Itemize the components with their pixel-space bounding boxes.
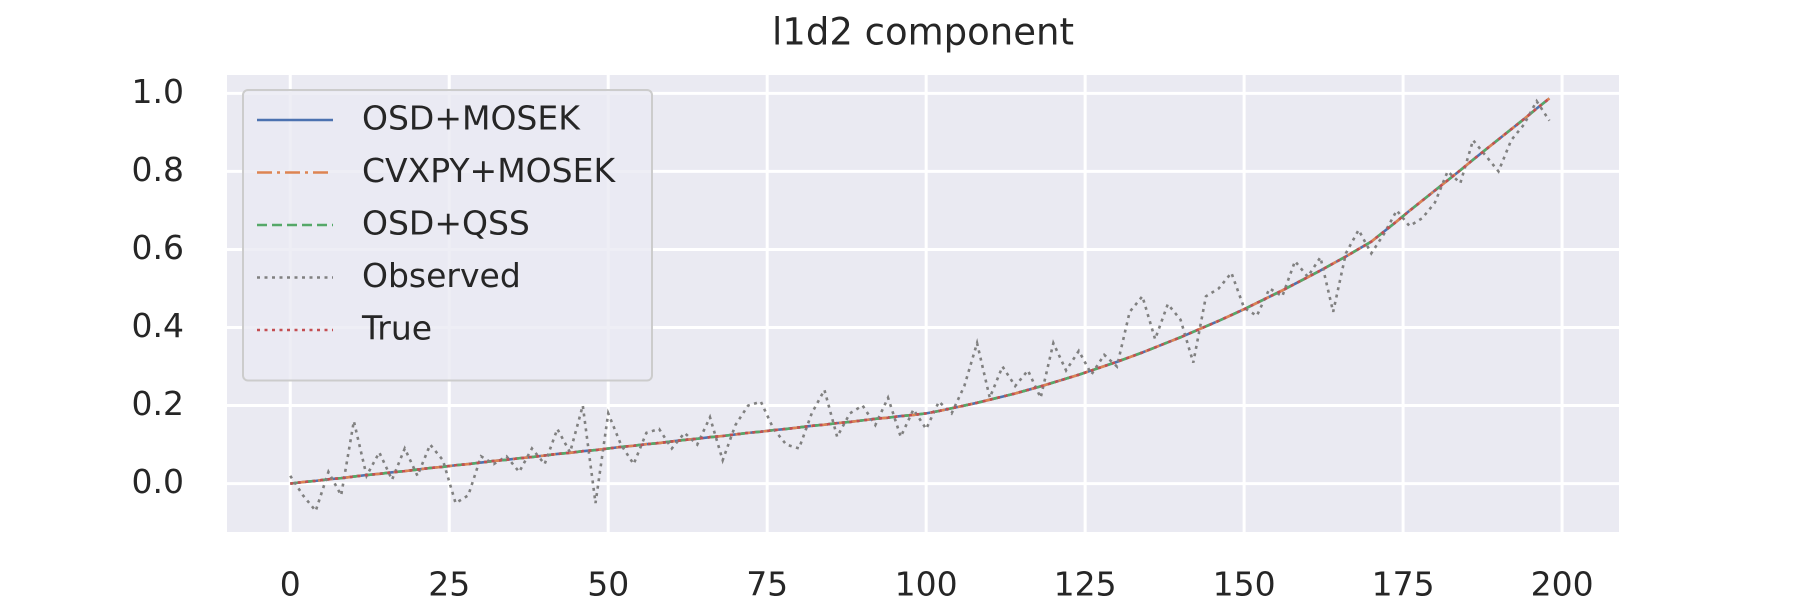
y-tick-label: 0.6 xyxy=(132,228,184,267)
legend-box xyxy=(242,89,653,382)
x-tick-label: 175 xyxy=(1372,565,1435,600)
y-tick-label: 0.8 xyxy=(132,150,184,189)
y-tick-label: 0.4 xyxy=(132,306,184,345)
legend-label: OSD+MOSEK xyxy=(362,99,581,138)
x-tick-label: 75 xyxy=(746,565,788,600)
x-tick-label: 25 xyxy=(428,565,470,600)
x-tick-label: 200 xyxy=(1531,565,1594,600)
legend: OSD+MOSEK CVXPY+MOSEK OSD+QSS Observed True xyxy=(242,89,653,382)
x-tick-label: 100 xyxy=(895,565,958,600)
series-line xyxy=(290,97,1551,485)
y-tick-label: 0.0 xyxy=(132,462,184,501)
legend-label: OSD+QSS xyxy=(362,204,530,243)
legend-label: True xyxy=(361,309,432,348)
chart-title: l1d2 component xyxy=(772,11,1074,54)
x-tick-label: 125 xyxy=(1054,565,1117,600)
x-tick-label: 150 xyxy=(1213,565,1276,600)
y-tick-label: 0.2 xyxy=(132,384,184,423)
x-tick-label: 50 xyxy=(587,565,629,600)
legend-label: Observed xyxy=(362,256,521,295)
x-tick-label: 0 xyxy=(280,565,301,600)
legend-label: CVXPY+MOSEK xyxy=(362,151,616,190)
y-tick-label: 1.0 xyxy=(132,72,184,111)
